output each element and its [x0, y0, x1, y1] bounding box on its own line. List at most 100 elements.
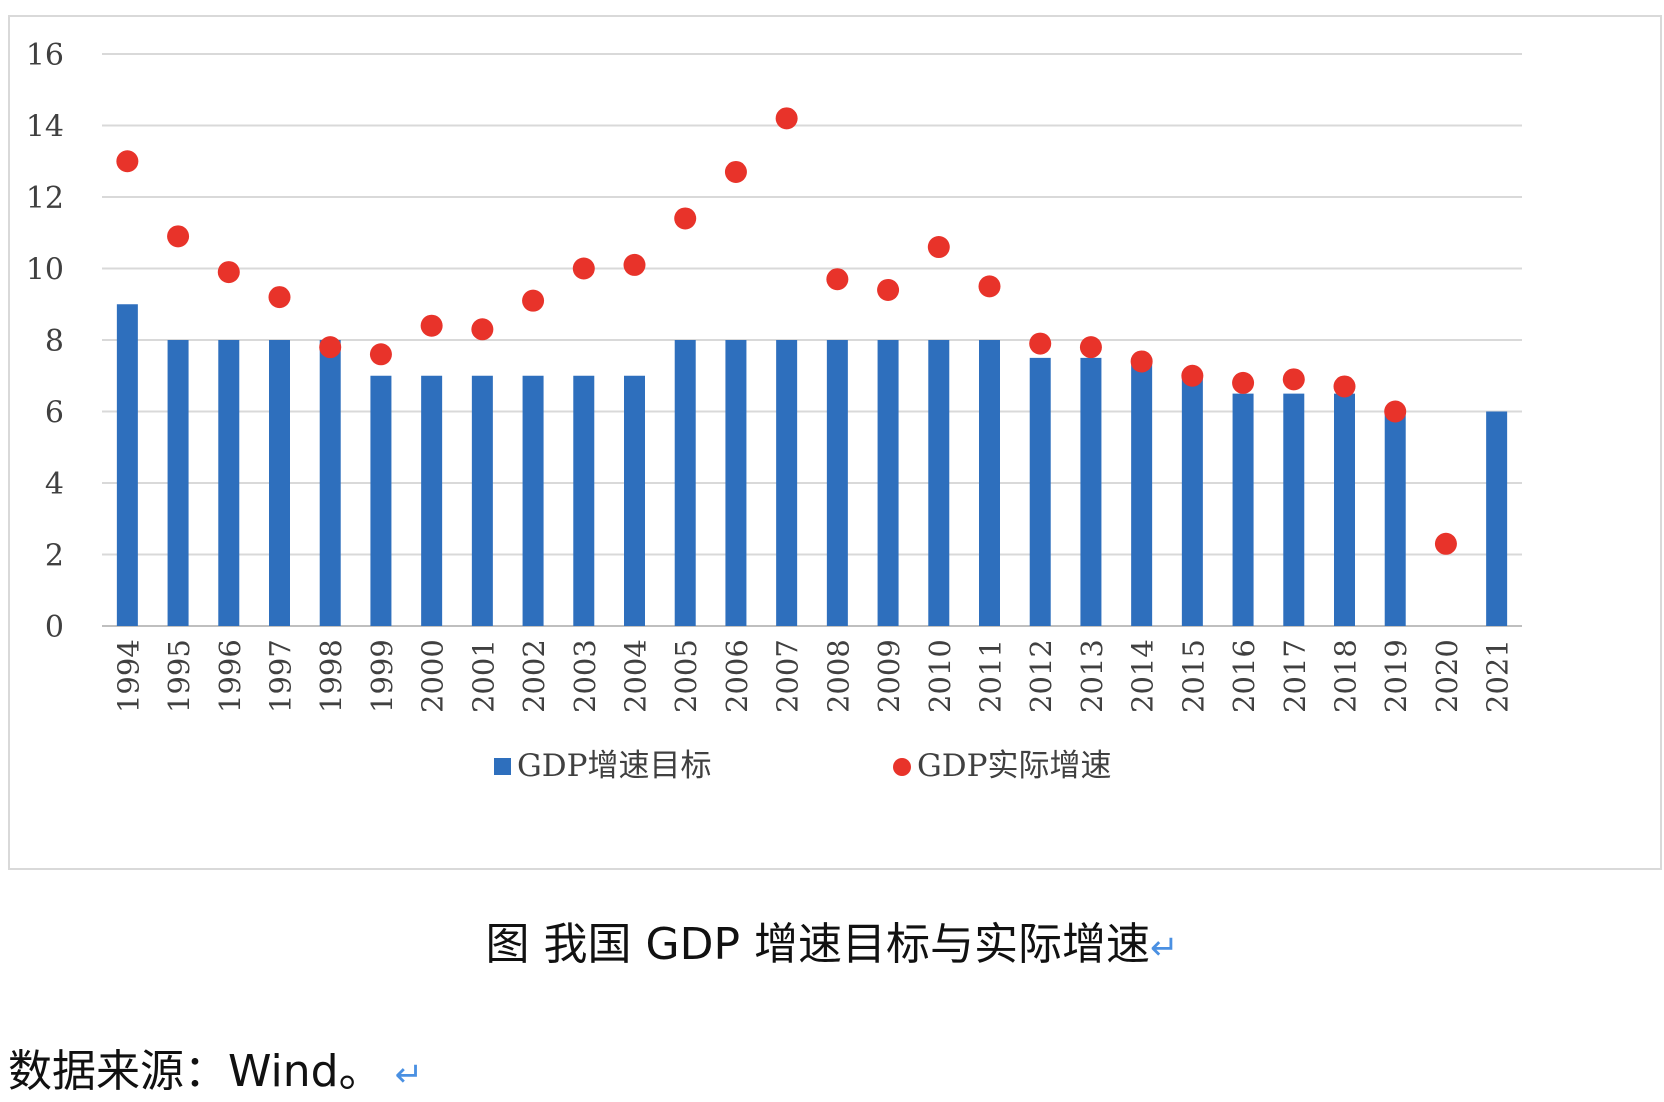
x-tick-label: 2010: [923, 639, 957, 713]
actual-growth-point: [1282, 368, 1305, 391]
caption-text: 图 我国 GDP 增速目标与实际增速: [485, 919, 1150, 970]
actual-growth-point: [217, 261, 240, 284]
actual-growth-point: [623, 253, 646, 276]
x-tick-label: 2006: [720, 639, 754, 713]
legend-marker-actual: [893, 758, 911, 776]
actual-growth-point: [674, 207, 697, 230]
return-mark-icon: ↵: [394, 1055, 424, 1095]
x-tick-label: 2007: [771, 639, 805, 713]
bar: [1486, 411, 1508, 626]
x-tick-label: 2002: [517, 639, 551, 713]
source-text: 数据来源：Wind。: [8, 1046, 383, 1097]
actual-growth-point: [1232, 371, 1255, 394]
x-tick-label: 2008: [821, 639, 855, 713]
gdp-chart: 0 2 4 6 8 10 12 14 16 1994 1995 1996 1997 1998 1999 200…: [26, 38, 1522, 784]
bar: [1283, 393, 1305, 626]
bar: [1334, 393, 1355, 626]
x-tick-label: 2016: [1227, 639, 1261, 713]
actual-growth-point: [116, 150, 139, 173]
x-tick-label: 2021: [1481, 639, 1515, 713]
actual-growth-point: [420, 314, 443, 337]
x-tick-label: 2005: [669, 639, 703, 713]
actual-growth-point: [877, 278, 900, 301]
y-tick-label: 16: [26, 38, 64, 73]
legend-label-target: GDP增速目标: [517, 748, 711, 784]
bar: [421, 375, 443, 626]
y-tick-label: 6: [45, 396, 64, 431]
bar: [319, 340, 341, 626]
bar: [1029, 357, 1051, 626]
bar: [928, 340, 950, 626]
bar: [1131, 357, 1153, 626]
x-tick-label: 2004: [619, 639, 653, 713]
bar: [674, 340, 696, 626]
bar: [167, 340, 189, 626]
x-tick-label: 1999: [365, 639, 399, 713]
bar: [776, 340, 798, 626]
bar: [877, 340, 899, 626]
x-tick-label: 2014: [1126, 639, 1160, 713]
actual-growth-point: [927, 236, 950, 259]
data-source: 数据来源：Wind。 ↵: [8, 1035, 423, 1099]
bar: [573, 375, 595, 626]
y-tick-label: 8: [45, 324, 64, 359]
actual-growth-point: [471, 318, 494, 341]
bar: [471, 375, 493, 626]
x-tick-label: 2020: [1430, 639, 1464, 713]
x-tick-label: 2003: [568, 639, 602, 713]
y-tick-label: 14: [26, 110, 64, 145]
actual-growth-point: [1333, 375, 1356, 398]
actual-growth-point: [1029, 332, 1052, 355]
actual-growth-point: [1384, 400, 1407, 423]
legend-label-actual: GDP实际增速: [917, 748, 1111, 784]
actual-growth-point: [978, 275, 1001, 298]
actual-growth-point: [775, 107, 798, 130]
y-tick-label: 12: [26, 181, 64, 216]
bar: [269, 340, 290, 626]
return-mark-icon: ↵: [1149, 928, 1179, 968]
figure-caption: 图 我国 GDP 增速目标与实际增速↵: [0, 908, 1664, 972]
bar: [624, 375, 645, 626]
x-tick-label: 2019: [1379, 639, 1413, 713]
bar: [826, 340, 848, 626]
bar: [1080, 357, 1102, 626]
actual-growth-point: [724, 160, 747, 183]
x-tick-label: 2012: [1024, 639, 1058, 713]
y-tick-label: 10: [26, 253, 64, 288]
actual-growth-point: [1079, 336, 1102, 359]
actual-growth-point: [1181, 364, 1204, 387]
actual-growth-point: [369, 343, 392, 366]
bar: [116, 304, 138, 626]
x-tick-label: 1997: [264, 639, 298, 713]
y-tick-label: 0: [45, 610, 64, 645]
bar: [1384, 411, 1406, 626]
actual-growth-point: [1434, 532, 1457, 555]
x-tick-label: 2013: [1075, 639, 1109, 713]
y-tick-label: 2: [45, 539, 64, 574]
x-tick-label: 2001: [466, 639, 500, 713]
actual-growth-point: [268, 286, 291, 309]
x-tick-label: 2000: [416, 639, 450, 713]
x-tick-label: 2015: [1176, 639, 1210, 713]
bar: [725, 340, 747, 626]
actual-growth-point: [1130, 350, 1153, 373]
x-tick-label: 2011: [974, 639, 1008, 713]
bar: [1232, 393, 1254, 626]
bar: [370, 375, 392, 626]
actual-growth-point: [826, 268, 849, 291]
x-tick-label: 1994: [111, 639, 145, 713]
bar: [522, 375, 544, 626]
actual-growth-point: [522, 289, 545, 312]
x-tick-label: 1996: [213, 639, 247, 713]
x-tick-label: 1995: [162, 639, 196, 713]
actual-growth-point: [319, 336, 342, 359]
bar: [218, 340, 240, 626]
x-tick-label: 2017: [1278, 639, 1312, 713]
x-tick-label: 2009: [872, 639, 906, 713]
bar: [1181, 375, 1203, 626]
actual-growth-point: [572, 257, 595, 280]
actual-growth-point: [167, 225, 190, 248]
y-tick-label: 4: [45, 467, 64, 502]
bar: [979, 340, 1000, 626]
legend-swatch-target: [494, 758, 511, 775]
